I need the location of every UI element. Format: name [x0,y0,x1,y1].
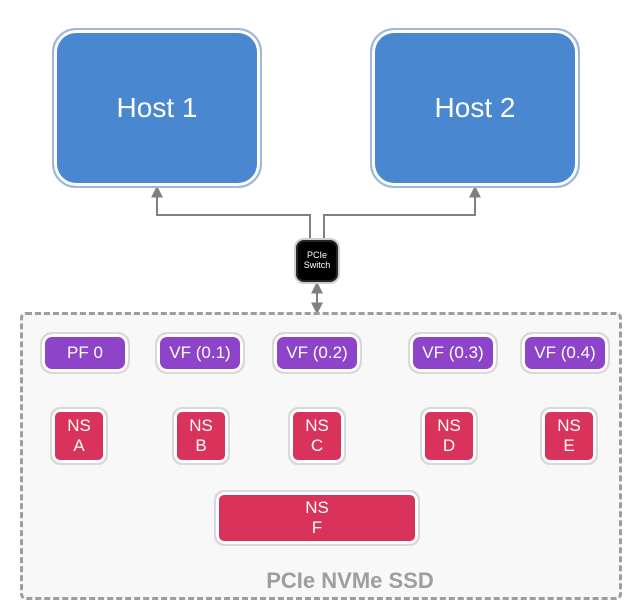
pcie-switch: PCIe Switch [294,238,340,284]
ns-b-label: NS B [189,416,213,455]
ns-c-label: NS C [305,416,329,455]
ns-f: NS F [214,490,420,546]
fn-vf02-label: VF (0.2) [286,343,347,363]
fn-vf01: VF (0.1) [155,332,245,374]
diagram-stage: Host 1 Host 2 PCIe Switch PCIe NVMe SSD … [0,0,640,610]
host-1: Host 1 [52,28,262,188]
fn-vf01-label: VF (0.1) [169,343,230,363]
host-2-label: Host 2 [435,92,516,124]
ns-c: NS C [288,407,346,465]
fn-vf03-label: VF (0.3) [422,343,483,363]
fn-vf04-label: VF (0.4) [534,343,595,363]
ns-e: NS E [540,407,598,465]
fn-vf04: VF (0.4) [520,332,610,374]
ns-d-label: NS D [437,416,461,455]
host-2: Host 2 [370,28,580,188]
ns-a: NS A [50,407,108,465]
ns-b: NS B [172,407,230,465]
pcie-switch-label: PCIe Switch [304,251,331,271]
ns-f-label: NS F [305,498,329,537]
fn-pf0-label: PF 0 [67,343,103,363]
ssd-title: PCIe NVMe SSD [220,568,480,594]
ns-a-label: NS A [67,416,91,455]
fn-vf02: VF (0.2) [272,332,362,374]
ns-e-label: NS E [557,416,581,455]
host-1-label: Host 1 [117,92,198,124]
fn-vf03: VF (0.3) [408,332,498,374]
ns-d: NS D [420,407,478,465]
fn-pf0: PF 0 [40,332,130,374]
